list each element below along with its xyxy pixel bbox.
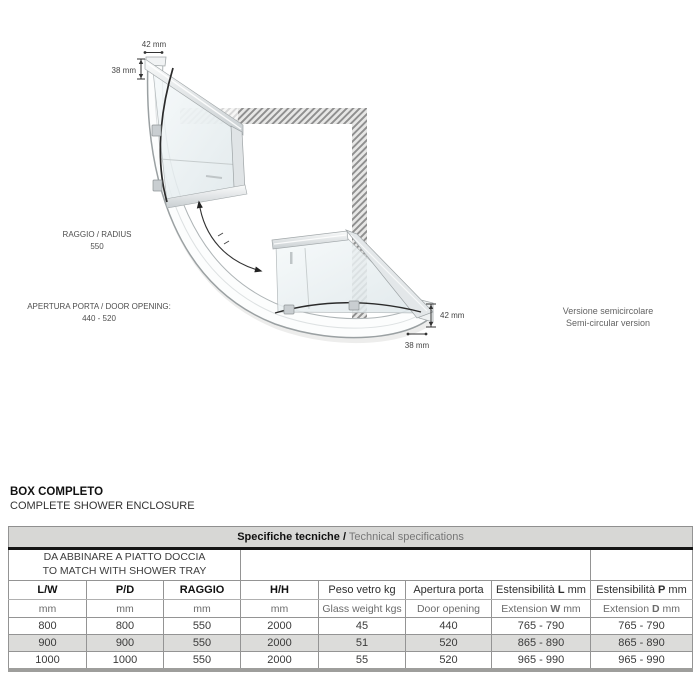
- dim-bottom-width: 38 mm: [405, 332, 430, 350]
- col-header-hh: H/H: [240, 580, 319, 600]
- spec-value: 440: [405, 617, 492, 635]
- glass-clip: [151, 124, 162, 137]
- shower-enclosure-diagram: 42 mm 38 mm 42 mm 38 mm RAGG: [27, 40, 654, 350]
- note-en: TO MATCH WITH SHOWER TRAY: [42, 565, 207, 577]
- spec-value: 55: [318, 651, 406, 670]
- table-row: 800 800 550 2000 45 440 765 - 790 765 - …: [8, 617, 693, 635]
- bottom-profile: [164, 184, 248, 209]
- svg-text:42 mm: 42 mm: [142, 40, 167, 49]
- col-subheader: Extension D mm: [590, 599, 693, 618]
- radius-label: RAGGIO / RADIUS 550: [63, 230, 132, 251]
- spec-value: 765 - 790: [491, 617, 591, 635]
- spec-value: 520: [405, 634, 492, 652]
- col-header-glass-weight: Peso vetro kg: [318, 580, 406, 600]
- col-subheader: mm: [86, 599, 164, 618]
- spec-value: 800: [86, 617, 164, 635]
- svg-text:APERTURA PORTA / DOOR OPENING:: APERTURA PORTA / DOOR OPENING:: [27, 302, 171, 311]
- glass-seam: [159, 158, 242, 166]
- glass-seam: [304, 247, 310, 310]
- spec-value: 865 - 890: [491, 634, 591, 652]
- brand-mark: [205, 175, 223, 179]
- svg-text:RAGGIO / RADIUS: RAGGIO / RADIUS: [63, 230, 132, 239]
- spec-value: 2000: [240, 651, 319, 670]
- col-subheader: Extension W mm: [491, 599, 591, 618]
- table-note-row: DA ABBINARE A PIATTO DOCCIA TO MATCH WIT…: [8, 548, 693, 581]
- spec-table: Specifiche tecniche / Technical specific…: [8, 526, 694, 672]
- note-it: DA ABBINARE A PIATTO DOCCIA: [43, 551, 206, 564]
- header-row-primary: L/W P/D RAGGIO H/H Peso vetro kg Apertur…: [8, 580, 693, 600]
- spec-value: 2000: [240, 617, 319, 635]
- spec-value: 800: [8, 617, 87, 635]
- col-header-door-opening: Apertura porta: [405, 580, 492, 600]
- spec-value: 965 - 990: [491, 651, 591, 670]
- section-title-en: COMPLETE SHOWER ENCLOSURE: [10, 499, 195, 512]
- panel-bottom-right: [271, 229, 434, 319]
- col-subheader: Glass weight kgs: [318, 599, 406, 618]
- glass-clip: [283, 304, 295, 315]
- spec-value: 1000: [8, 651, 87, 670]
- dim-top-width: 42 mm: [142, 40, 167, 54]
- svg-text:550: 550: [90, 242, 104, 251]
- col-subheader: mm: [240, 599, 319, 618]
- spec-value: 550: [163, 651, 241, 670]
- section-title: BOX COMPLETO COMPLETE SHOWER ENCLOSURE: [10, 486, 195, 513]
- svg-text:Versione semicircolare: Versione semicircolare: [563, 306, 654, 316]
- spec-value: 2000: [240, 634, 319, 652]
- svg-text:38 mm: 38 mm: [112, 66, 137, 75]
- glass-clip: [348, 300, 360, 311]
- panel-top-left: [144, 58, 248, 209]
- col-subheader: mm: [8, 599, 87, 618]
- col-header-pd: P/D: [86, 580, 164, 600]
- spec-value: 550: [163, 617, 241, 635]
- col-header-extension-l: Estensibilità L mm: [491, 580, 591, 600]
- spec-value: 550: [163, 634, 241, 652]
- band-title-en: Technical specifications: [348, 531, 464, 543]
- spec-value: 900: [8, 634, 87, 652]
- table-row: 900 900 550 2000 51 520 865 - 890 865 - …: [8, 634, 693, 652]
- spec-value: 765 - 790: [590, 617, 693, 635]
- band-title: Specifiche tecniche / Technical specific…: [8, 526, 693, 550]
- note-empty-cell: [240, 548, 591, 581]
- svg-text:440 - 520: 440 - 520: [82, 314, 116, 323]
- table-row: 1000 1000 550 2000 55 520 965 - 990 965 …: [8, 651, 693, 670]
- version-label: Versione semicircolare Semi-circular ver…: [563, 306, 654, 328]
- spec-value: 45: [318, 617, 406, 635]
- col-header-extension-p: Estensibilità P mm: [590, 580, 693, 600]
- door-slide-arrow: [196, 200, 263, 273]
- glass-clip: [152, 179, 163, 192]
- spec-table-wrap: Specifiche tecniche / Technical specific…: [8, 526, 694, 672]
- table-band-row: Specifiche tecniche / Technical specific…: [8, 526, 693, 550]
- door-opening-label: APERTURA PORTA / DOOR OPENING: 440 - 520: [27, 302, 171, 323]
- spec-value: 1000: [86, 651, 164, 670]
- col-header-lw: L/W: [8, 580, 87, 600]
- col-header-raggio: RAGGIO: [163, 580, 241, 600]
- dim-top-height: 38 mm: [112, 58, 145, 80]
- note-cell: DA ABBINARE A PIATTO DOCCIA TO MATCH WIT…: [8, 548, 241, 581]
- spec-value: 965 - 990: [618, 654, 665, 666]
- band-title-it: Specifiche tecniche /: [237, 531, 347, 543]
- section-title-it: BOX COMPLETO: [10, 486, 104, 498]
- svg-text:Semi-circular version: Semi-circular version: [566, 318, 650, 328]
- spec-value: 865 - 890: [590, 634, 693, 652]
- brand-mark: [290, 252, 293, 264]
- spec-value: 900: [86, 634, 164, 652]
- note-empty-cell: [590, 548, 693, 581]
- header-row-secondary: mm mm mm mm Glass weight kgs Door openin…: [8, 599, 693, 618]
- dim-bottom-height: 42 mm: [426, 303, 465, 328]
- spec-value: 520: [405, 651, 492, 670]
- col-subheader: mm: [163, 599, 241, 618]
- svg-text:38 mm: 38 mm: [405, 341, 430, 350]
- col-subheader: Door opening: [405, 599, 492, 618]
- spec-value: 51: [318, 634, 406, 652]
- door-track-arc: [159, 67, 174, 203]
- svg-text:42 mm: 42 mm: [440, 311, 465, 320]
